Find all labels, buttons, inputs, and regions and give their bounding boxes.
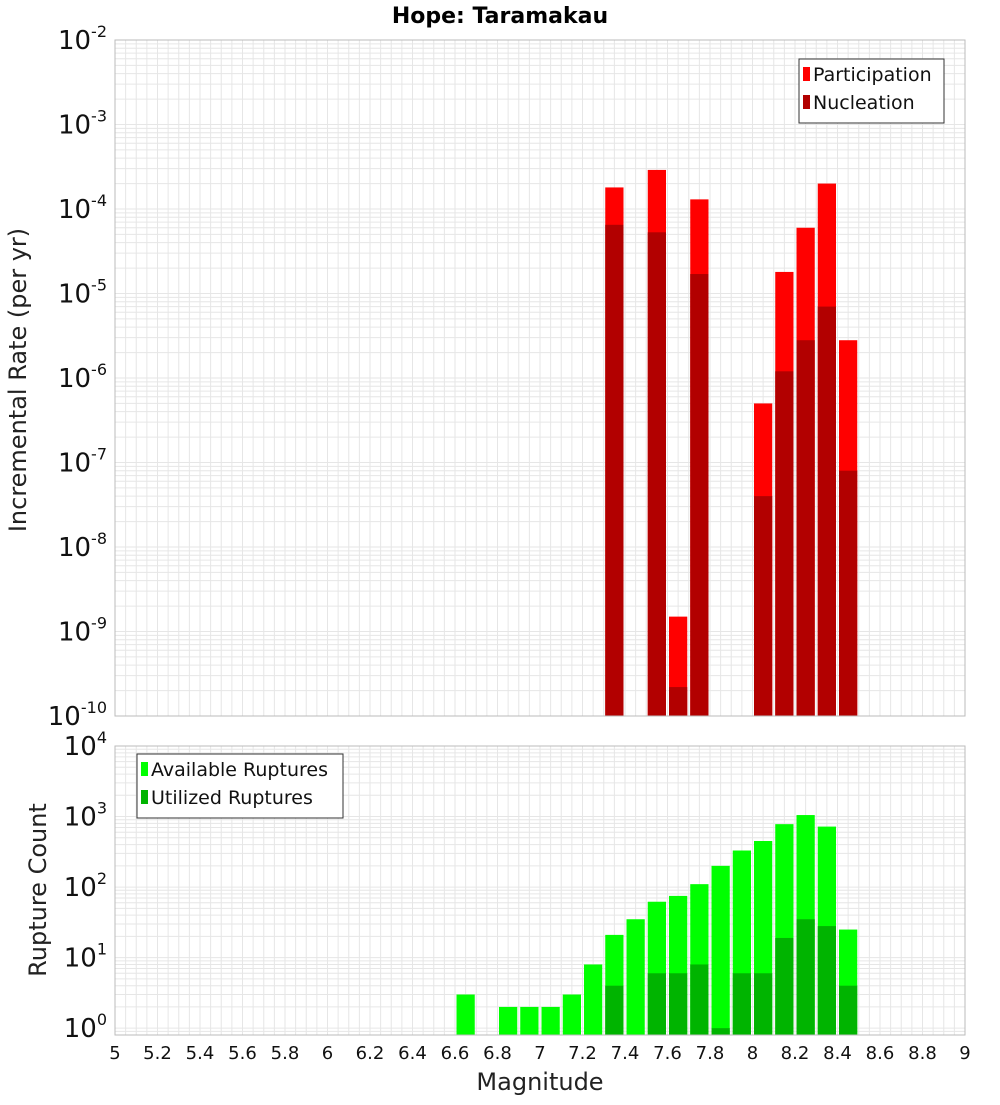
x-tick-label: 6.4 bbox=[398, 1043, 427, 1064]
bar bbox=[817, 306, 836, 716]
legend-box bbox=[136, 753, 344, 819]
y-tick-label: 10-9 bbox=[58, 614, 107, 648]
bar bbox=[690, 964, 709, 1035]
x-tick-label: 6 bbox=[322, 1043, 333, 1064]
bar bbox=[520, 1006, 539, 1035]
bar bbox=[669, 973, 688, 1035]
y-tick-label: 10-6 bbox=[58, 360, 107, 394]
y-tick-label: 100 bbox=[64, 1010, 107, 1044]
y-tick-label: 10-4 bbox=[58, 191, 107, 225]
legend-swatch bbox=[141, 790, 148, 804]
x-tick-label: 7.6 bbox=[653, 1043, 682, 1064]
x-tick-label: 5.6 bbox=[228, 1043, 257, 1064]
x-tick-label: 8.6 bbox=[866, 1043, 895, 1064]
legend-swatch bbox=[803, 67, 810, 81]
bar bbox=[605, 985, 624, 1035]
bar bbox=[839, 985, 858, 1035]
x-tick-label: 8.8 bbox=[908, 1043, 937, 1064]
bar bbox=[499, 1006, 518, 1035]
legend-swatch bbox=[803, 95, 810, 109]
bar bbox=[626, 919, 645, 1035]
y-tick-label: 104 bbox=[64, 728, 107, 762]
bottom-y-axis-label: Rupture Count bbox=[24, 803, 52, 977]
x-tick-label: 6.6 bbox=[441, 1043, 470, 1064]
bar bbox=[796, 340, 815, 716]
y-tick-label: 101 bbox=[64, 940, 107, 974]
legend-swatch bbox=[141, 762, 148, 776]
bar bbox=[562, 994, 581, 1035]
bar bbox=[690, 274, 709, 716]
x-tick-label: 6.8 bbox=[483, 1043, 512, 1064]
y-tick-label: 103 bbox=[64, 799, 107, 833]
bar bbox=[541, 1006, 560, 1035]
legend-box bbox=[798, 58, 945, 124]
x-tick-label: 7 bbox=[534, 1043, 545, 1064]
x-tick-label: 9 bbox=[959, 1043, 970, 1064]
x-tick-label: 5.8 bbox=[271, 1043, 300, 1064]
bar bbox=[796, 919, 815, 1035]
x-tick-label: 8 bbox=[747, 1043, 758, 1064]
top-y-axis-label: Incremental Rate (per yr) bbox=[4, 228, 32, 532]
x-tick-label: 8.4 bbox=[823, 1043, 852, 1064]
y-tick-label: 10-2 bbox=[58, 22, 107, 56]
x-tick-label: 8.2 bbox=[781, 1043, 810, 1064]
bar bbox=[669, 687, 688, 716]
y-tick-label: 10-10 bbox=[48, 698, 107, 732]
legend-label: Nucleation bbox=[813, 92, 915, 114]
bottom-plot-frame bbox=[114, 745, 966, 1036]
legend-label: Available Ruptures bbox=[151, 759, 328, 781]
top-plot-frame bbox=[114, 39, 966, 717]
bottom-series-utilized-ruptures bbox=[605, 919, 858, 1035]
x-tick-label: 7.8 bbox=[696, 1043, 725, 1064]
top-panel: 10-10 10-9 10-8 10-7 10-6 10-5 10-4 10-3 10-2 Par… bbox=[48, 22, 966, 732]
bar bbox=[732, 973, 751, 1035]
top-legend: Participation Nucleation bbox=[798, 58, 945, 124]
x-axis-label: Magnitude bbox=[476, 1068, 603, 1096]
bar bbox=[647, 232, 666, 717]
x-tick-label: 5.2 bbox=[143, 1043, 172, 1064]
y-tick-label: 102 bbox=[64, 869, 107, 903]
bar bbox=[775, 937, 794, 1035]
legend-label: Participation bbox=[813, 64, 932, 86]
bar bbox=[754, 496, 773, 716]
chart-title: Hope: Taramakau bbox=[392, 4, 608, 29]
bar bbox=[711, 865, 730, 1035]
bar bbox=[711, 1028, 730, 1035]
bar bbox=[605, 224, 624, 716]
bar bbox=[775, 371, 794, 716]
legend-label: Utilized Ruptures bbox=[151, 787, 313, 809]
bottom-panel: 100 101 102 103 104 5 5.2 5.4 5.6 5.8 6 6.2 6.4 6.6 6.… bbox=[64, 728, 971, 1064]
y-tick-label: 10-5 bbox=[58, 276, 107, 310]
x-tick-label: 5.4 bbox=[186, 1043, 215, 1064]
top-grid bbox=[114, 39, 966, 717]
y-tick-label: 10-3 bbox=[58, 107, 107, 141]
x-tick-label: 5 bbox=[109, 1043, 120, 1064]
bar bbox=[647, 973, 666, 1035]
bar bbox=[456, 994, 475, 1035]
bar bbox=[839, 470, 858, 716]
bar bbox=[817, 926, 836, 1035]
y-tick-label: 10-7 bbox=[58, 445, 107, 479]
y-tick-label: 10-8 bbox=[58, 529, 107, 563]
top-series-nucleation bbox=[605, 224, 858, 717]
x-tick-label: 6.2 bbox=[356, 1043, 385, 1064]
bar bbox=[754, 973, 773, 1035]
x-tick-label: 7.2 bbox=[568, 1043, 597, 1064]
x-tick-label: 7.4 bbox=[611, 1043, 640, 1064]
bar bbox=[584, 964, 603, 1035]
bottom-legend: Available Ruptures Utilized Ruptures bbox=[136, 753, 344, 819]
